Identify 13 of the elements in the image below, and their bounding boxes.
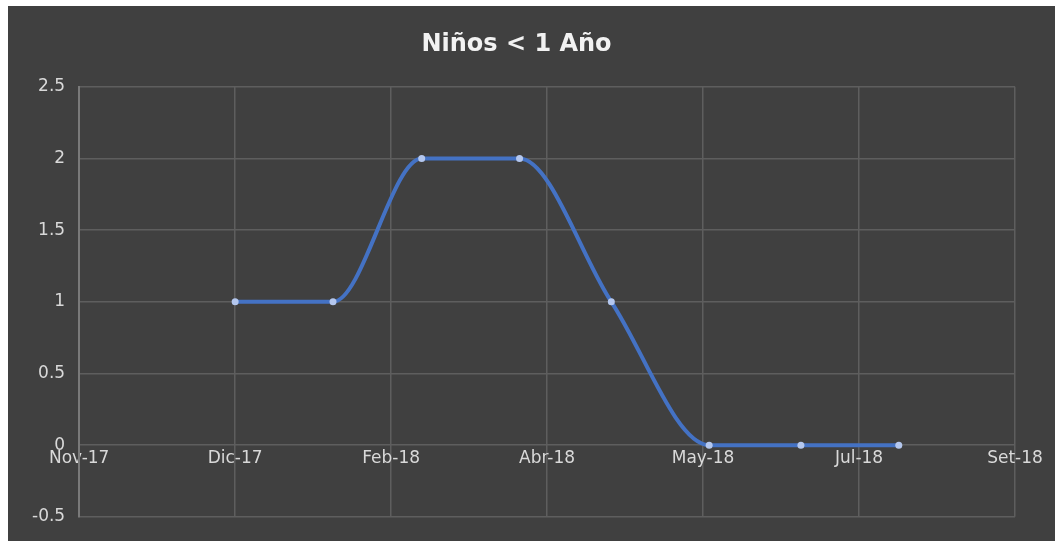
y-tick-label: -0.5 (32, 505, 66, 526)
y-tick-label: 2 (54, 146, 66, 167)
x-tick-label: Feb-18 (362, 446, 421, 467)
chart-title: Niños < 1 Año (421, 28, 612, 57)
x-tick-label: May-18 (671, 446, 735, 467)
y-tick-label: 1 (54, 290, 66, 311)
x-tick-label: Abr-18 (519, 446, 576, 467)
y-tick-label: 1.5 (38, 218, 66, 239)
y-tick-label: 2.5 (38, 75, 66, 96)
y-tick-label: 0.5 (38, 361, 66, 382)
x-tick-label: Set-18 (987, 446, 1043, 467)
x-tick-label: Jul-18 (833, 446, 884, 467)
x-tick-label: Dic-17 (207, 446, 263, 467)
